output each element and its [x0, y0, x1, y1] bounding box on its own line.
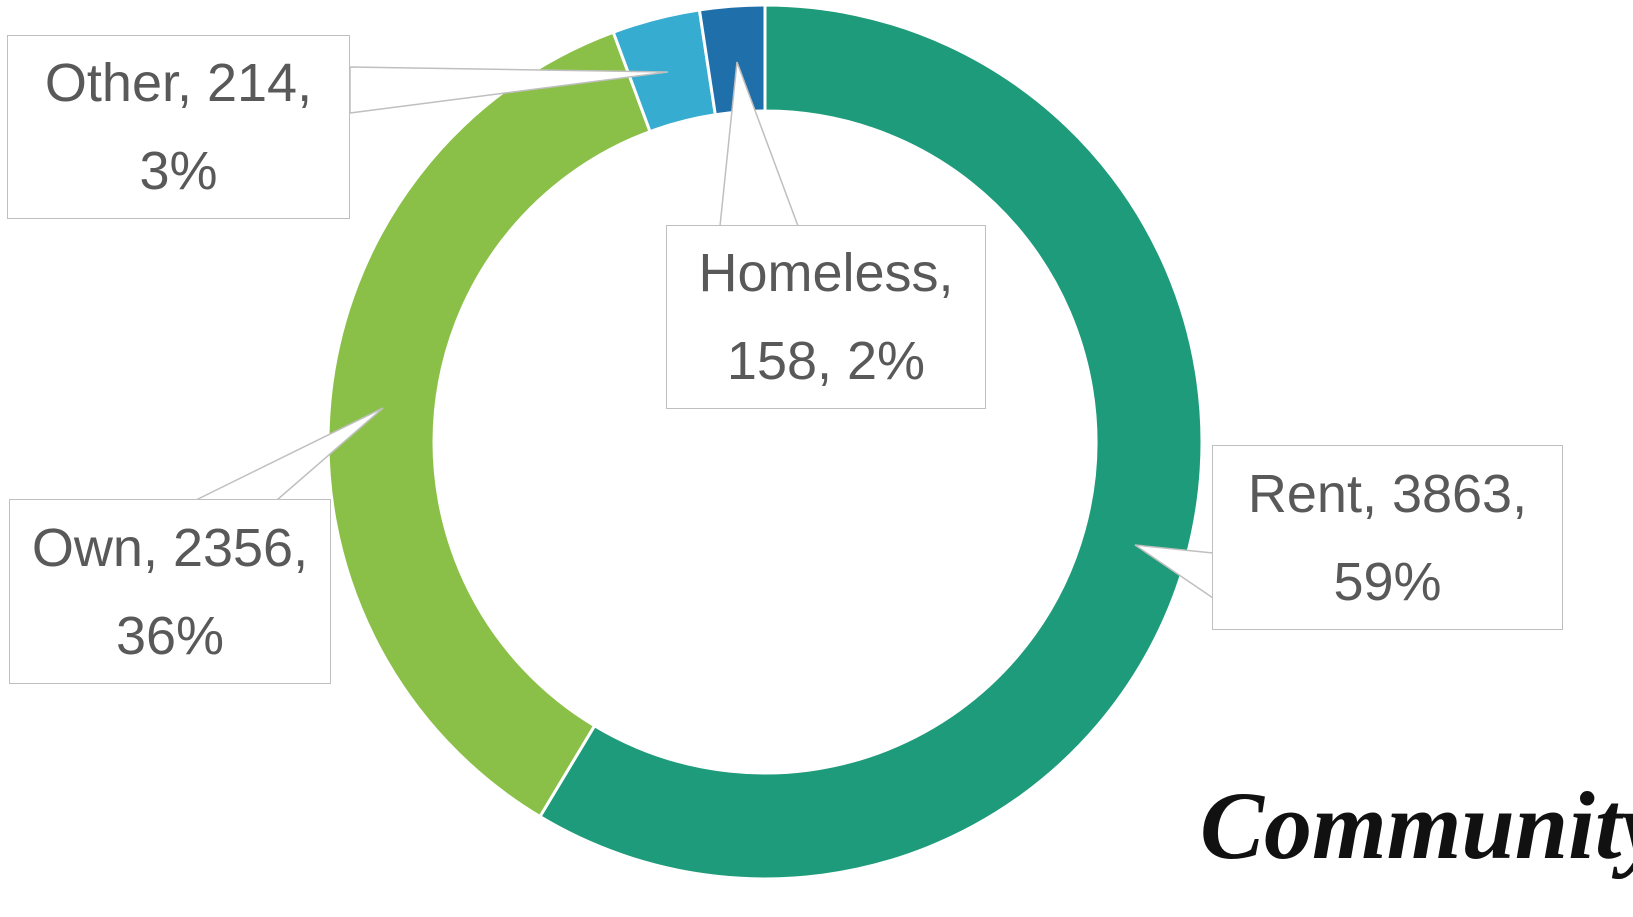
donut-slice — [537, 3, 1204, 881]
leader-line — [349, 66, 669, 114]
data-label: Own, 2356, 36% — [9, 499, 331, 684]
logo: Community — [1200, 772, 1633, 879]
slices — [326, 3, 1204, 881]
donut-slice — [326, 30, 652, 819]
leaders — [195, 61, 1214, 600]
data-label: Rent, 3863, 59% — [1212, 445, 1563, 630]
data-label: Other, 214, 3% — [7, 35, 350, 219]
donut-slice — [697, 3, 767, 117]
data-label: Homeless, 158, 2% — [666, 225, 986, 409]
